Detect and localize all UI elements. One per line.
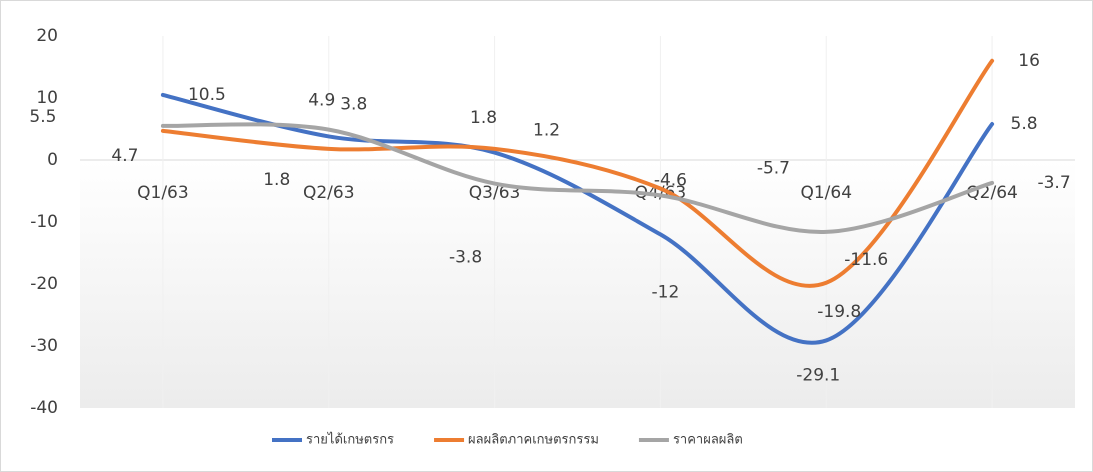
- y-tick-label: -20: [30, 274, 58, 294]
- y-tick-label: 0: [47, 150, 58, 170]
- data-label: 1.2: [533, 121, 560, 141]
- x-tick-label: Q1/64: [800, 183, 852, 203]
- y-tick-label: -40: [30, 398, 58, 418]
- series-line: [160, 122, 995, 234]
- data-label: -29.1: [796, 365, 840, 385]
- legend-label: รายได้เกษตรกร: [306, 432, 394, 448]
- data-label: -3.8: [449, 248, 482, 268]
- data-label: 4.9: [308, 91, 335, 111]
- series-line: [160, 92, 995, 345]
- x-tick-label: Q2/63: [303, 183, 355, 203]
- data-label: 1.8: [263, 170, 290, 190]
- legend-label: ราคาผลผลิต: [673, 433, 743, 448]
- x-tick-label: Q2/64: [966, 183, 1018, 203]
- data-label: -12: [652, 282, 680, 302]
- data-label: 3.8: [340, 94, 367, 114]
- data-label: -5.7: [757, 158, 790, 178]
- data-label: 5.5: [29, 107, 56, 127]
- data-label: 16: [1018, 51, 1040, 71]
- data-label: 10.5: [188, 85, 226, 105]
- x-tick-label: Q1/63: [137, 183, 189, 203]
- data-label: 1.8: [470, 108, 497, 128]
- legend-label: ผลผลิตภาคเกษตรกรรม: [468, 433, 599, 448]
- data-label: -4.6: [654, 171, 687, 191]
- y-tick-label: 20: [36, 26, 58, 46]
- data-label: 5.8: [1011, 114, 1038, 134]
- data-label: -11.6: [844, 250, 888, 270]
- plot-background: [80, 160, 1075, 408]
- data-label: -19.8: [817, 302, 861, 322]
- y-tick-label: -30: [30, 336, 58, 356]
- y-tick-label: 10: [36, 88, 58, 108]
- data-label: 4.7: [111, 146, 138, 166]
- series-line: [160, 58, 995, 288]
- x-tick-label: Q3/63: [469, 183, 521, 203]
- y-tick-label: -10: [30, 212, 58, 232]
- data-label: -3.7: [1037, 173, 1070, 193]
